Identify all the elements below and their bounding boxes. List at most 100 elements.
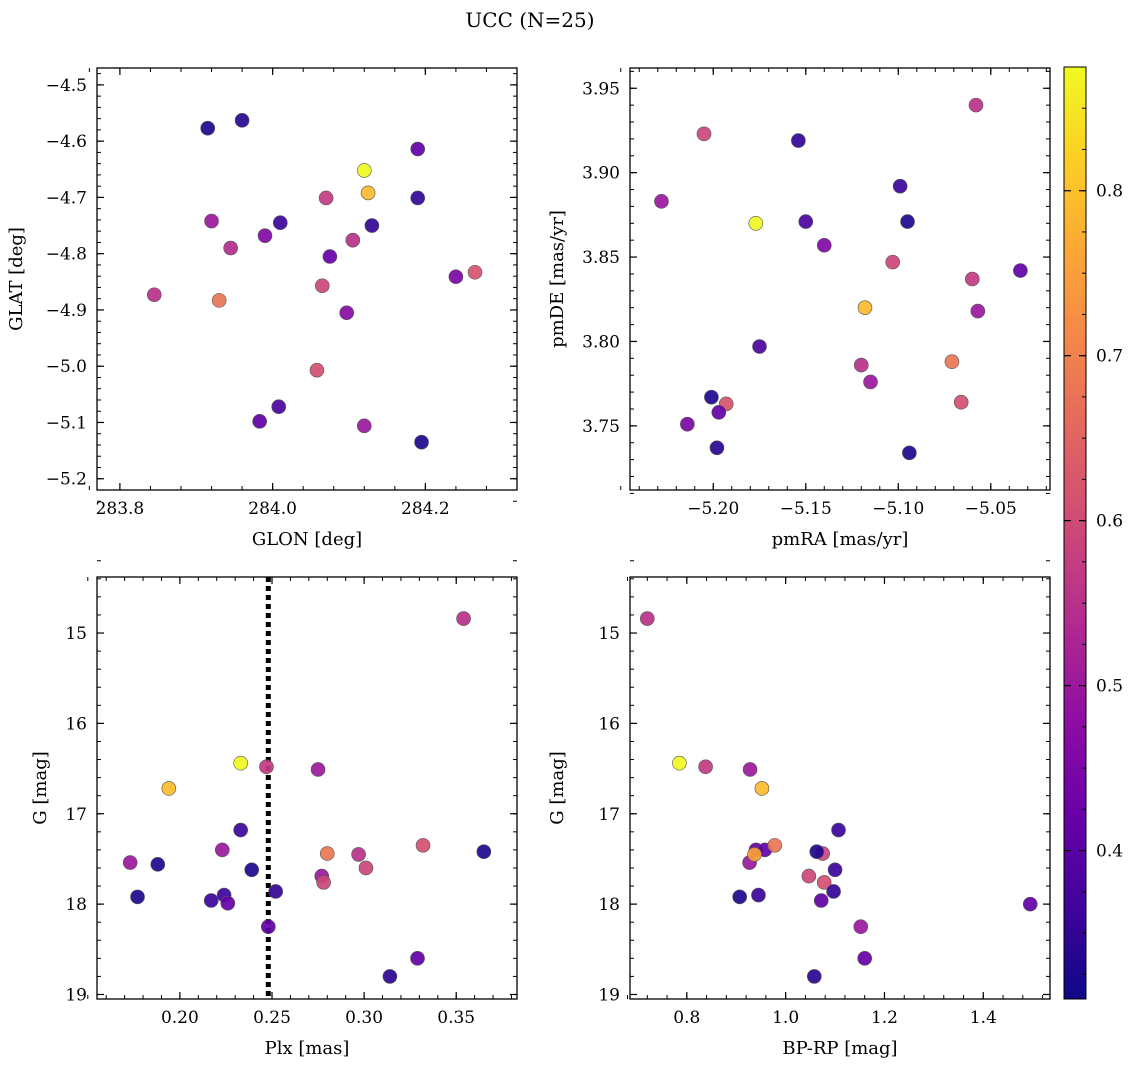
scatter-point [831,822,846,838]
axes-frame [629,576,1051,1000]
x-tick-label: 0.30 [345,1008,383,1028]
scatter-point [161,781,177,796]
scatter-point [813,893,829,908]
y-tick-label: 3.95 [582,79,620,99]
scatter-point [807,969,822,984]
scatter-point [752,339,767,354]
scatter-point [448,269,464,285]
scatter-point [732,889,747,905]
scatter-point [233,755,248,771]
scatter-point [970,303,986,319]
scatter-point [467,264,483,280]
scatter-point [751,887,766,903]
scatter-point [356,163,372,178]
panel-bprp-g: 0.8 1.0 1.2 1.4 15 16 17 18 19 BP-RP [mag] G [mag] [547,560,1051,1059]
colorbar: 0.4 0.5 0.6 0.7 0.8 [1063,66,1123,1000]
scatter-point [709,440,725,456]
scatter-point [410,951,425,966]
x-tick-label: −5.10 [872,499,924,519]
y-tick-label: 18 [65,895,87,915]
axes-frame [96,67,518,491]
scatter-point [696,126,712,142]
x-axis-label: Plx [mas] [265,1038,350,1059]
scatter-point [456,611,471,626]
scatter-point [310,762,326,777]
y-tick-label: −4.7 [46,188,87,208]
x-tick-label: 0.25 [253,1008,291,1028]
scatter-point [345,232,361,248]
scatter-point [654,194,669,209]
x-tick-label: 283.8 [96,499,145,519]
scatter-point [309,362,325,378]
scatter-point [146,287,162,303]
y-tick-label: −5.1 [46,413,87,433]
scatter-point [1013,263,1028,278]
scatter-point [892,178,908,194]
x-tick-label: −5.15 [780,499,832,519]
scatter-point [704,389,719,405]
y-tick-label: 3.90 [582,164,620,184]
scatter-point [968,97,984,113]
scatter-point [902,445,917,461]
scatter-point [748,215,764,231]
y-tick-label: 16 [598,714,620,734]
scatter-point [356,418,372,434]
colorbar-tick-label: 0.4 [1096,842,1123,862]
scatter-point [900,214,915,229]
x-tick-label: −5.05 [965,499,1017,519]
x-tick-label: −5.20 [687,499,739,519]
y-tick-label: 3.85 [582,248,620,268]
x-tick-label: 1.0 [772,1008,799,1028]
scatter-point [257,228,273,243]
x-tick-label: 1.2 [871,1008,898,1028]
y-tick-label: 15 [598,624,620,644]
y-tick-label: 3.80 [582,332,620,352]
panels: 283.8 284.0 284.2 −4.5 −4.6 −4.7 −4.8 −4.9 −5.0 −… [6,67,1051,1059]
scatter-point [767,838,783,853]
scatter-point [150,857,166,872]
y-tick-label: 16 [65,714,87,734]
y-tick-label: −4.6 [46,132,87,152]
y-tick-label: 19 [65,985,87,1005]
scatter-point [791,133,806,148]
scatter-point [476,844,492,860]
scatter-point [711,405,727,420]
scatter-point [358,860,374,876]
scatter-point [754,781,770,796]
scatter-point [351,847,366,862]
scatter-point [885,254,901,270]
scatter-point [747,847,762,862]
scatter-point [798,214,814,229]
scatter-point [339,305,355,321]
scatter-point [1022,896,1038,912]
scatter-point [857,951,873,966]
scatter-point [410,141,426,157]
scatter-point [314,278,330,294]
scatter-point [204,213,219,229]
colorbar-tick-label: 0.8 [1096,182,1123,202]
colorbar-tick-label: 0.6 [1096,512,1123,532]
scatter-point [360,185,376,201]
scatter-point [364,218,380,233]
scatter-point [853,357,869,373]
scatter-point [223,240,238,256]
scatter-point [801,868,817,884]
scatter-point [827,862,843,878]
x-axis-label: BP-RP [mag] [782,1038,897,1059]
scatter-point [271,399,287,415]
colorbar-gradient [1063,66,1087,1000]
scatter-point [414,434,429,450]
scatter-point [316,875,331,890]
x-tick-label: 0.20 [161,1008,199,1028]
scatter-point [268,884,283,899]
y-tick-label: −5.0 [46,357,87,377]
x-tick-label: 0.35 [437,1008,475,1028]
y-tick-label: −4.5 [46,76,87,96]
scatter-point [944,354,960,370]
scatter-point [863,374,878,390]
scatter-point [252,414,267,429]
scatter-point [809,844,825,860]
scatter-point [680,416,695,432]
colorbar-tick-label: 0.5 [1096,677,1123,697]
